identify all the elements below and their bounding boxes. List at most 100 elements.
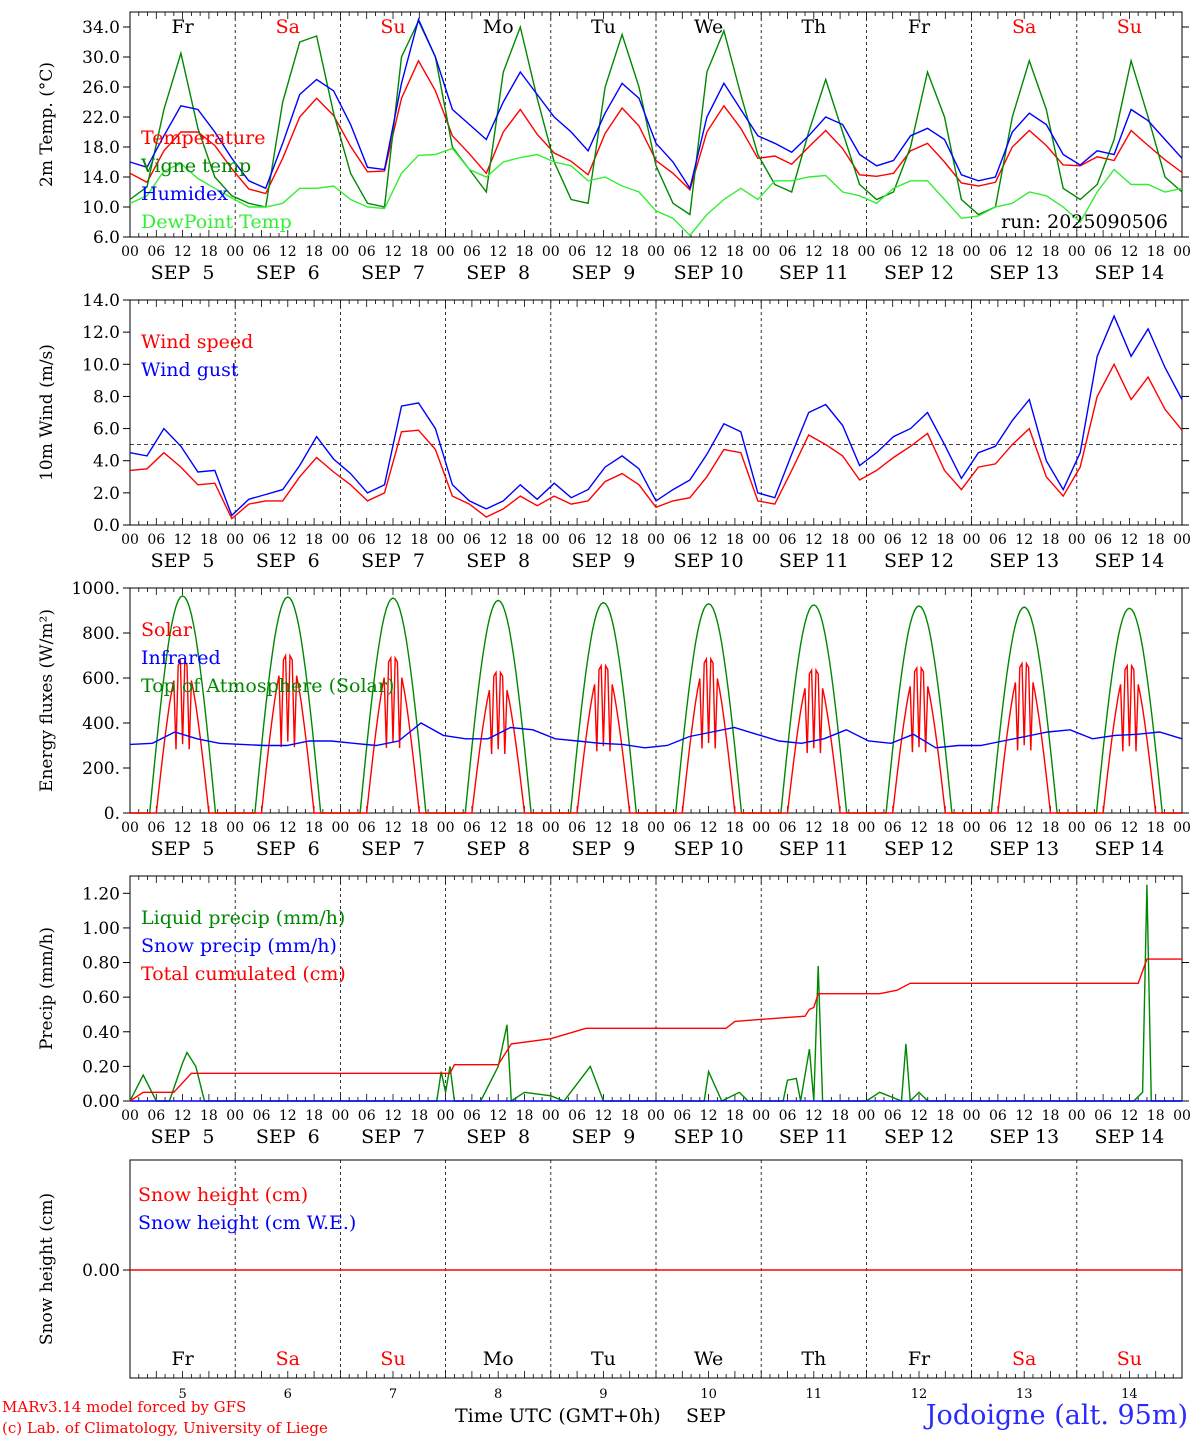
legend-entry: Total cumulated (cm) — [141, 963, 346, 985]
series-line — [129, 147, 1183, 237]
x-date-label: SEP 14 — [1094, 550, 1164, 572]
day-number-label: 8 — [494, 1387, 502, 1402]
x-hour-label: 06 — [358, 532, 376, 548]
x-hour-label: 00 — [857, 1108, 875, 1124]
x-date-label: SEP 14 — [1094, 262, 1164, 284]
x-hour-label: 18 — [200, 244, 218, 260]
y-tick-label: 14.0 — [82, 291, 120, 311]
x-hour-label: 12 — [384, 1108, 402, 1124]
x-hour-label: 00 — [1173, 244, 1191, 260]
x-hour-label: 12 — [489, 244, 507, 260]
x-date-label: SEP 8 — [466, 838, 530, 860]
y-tick-label: 800. — [82, 624, 120, 644]
x-hour-label: 12 — [594, 244, 612, 260]
x-hour-label: 12 — [1015, 244, 1033, 260]
legend-entry: Infrared — [141, 647, 221, 669]
x-hour-label: 00 — [752, 820, 770, 836]
y-tick-label: 0. — [104, 804, 120, 824]
x-hour-label: 00 — [1068, 244, 1086, 260]
y-tick-label: 0.40 — [82, 1023, 120, 1043]
x-hour-label: 12 — [910, 820, 928, 836]
x-hour-label: 18 — [1042, 820, 1060, 836]
x-date-label: SEP 8 — [466, 550, 530, 572]
x-hour-label: 00 — [437, 820, 455, 836]
x-hour-label: 12 — [489, 532, 507, 548]
x-date-label: SEP 7 — [361, 1126, 425, 1148]
x-hour-label: 06 — [884, 820, 902, 836]
x-hour-label: 18 — [410, 244, 428, 260]
x-hour-label: 18 — [726, 820, 744, 836]
x-hour-label: 00 — [963, 820, 981, 836]
x-date-label: SEP 10 — [674, 262, 744, 284]
x-hour-label: 06 — [989, 1108, 1007, 1124]
x-hour-label: 06 — [779, 244, 797, 260]
x-hour-label: 06 — [779, 1108, 797, 1124]
x-date-label: SEP 7 — [361, 262, 425, 284]
x-date-label: SEP 12 — [884, 1126, 954, 1148]
x-hour-label: 00 — [1173, 532, 1191, 548]
x-hour-label: 12 — [279, 532, 297, 548]
legend-entry: Wind gust — [141, 359, 239, 381]
weekday-label: We — [694, 1348, 723, 1370]
x-hour-label: 12 — [384, 820, 402, 836]
x-hour-label: 06 — [147, 1108, 165, 1124]
x-hour-label: 12 — [279, 820, 297, 836]
x-hour-label: 00 — [647, 820, 665, 836]
x-hour-label: 18 — [305, 532, 323, 548]
weekday-label: Sa — [1012, 1348, 1036, 1370]
x-hour-label: 18 — [305, 820, 323, 836]
weekday-label: Sa — [1012, 16, 1036, 38]
x-hour-label: 06 — [673, 1108, 691, 1124]
series-line — [129, 59, 1183, 195]
x-hour-label: 06 — [779, 820, 797, 836]
legend-entry: Snow precip (mm/h) — [141, 935, 337, 957]
x-hour-label: 18 — [936, 1108, 954, 1124]
weekday-label: Th — [801, 1348, 826, 1370]
x-hour-label: 18 — [410, 532, 428, 548]
x-hour-label: 18 — [936, 532, 954, 548]
weekday-label: Th — [801, 16, 826, 38]
x-hour-label: 12 — [805, 820, 823, 836]
x-hour-label: 06 — [989, 532, 1007, 548]
x-hour-label: 12 — [384, 244, 402, 260]
x-hour-label: 06 — [253, 532, 271, 548]
y-tick-label: 18.0 — [82, 138, 120, 158]
x-hour-label: 12 — [805, 532, 823, 548]
y-tick-label: 1000. — [71, 579, 120, 599]
x-hour-label: 06 — [358, 820, 376, 836]
x-hour-label: 18 — [1147, 532, 1165, 548]
x-hour-label: 06 — [463, 820, 481, 836]
x-hour-label: 06 — [568, 532, 586, 548]
day-number-label: 12 — [911, 1387, 928, 1402]
x-date-label: SEP 9 — [571, 1126, 635, 1148]
x-hour-label: 00 — [121, 244, 139, 260]
x-hour-label: 12 — [489, 1108, 507, 1124]
x-hour-label: 12 — [174, 244, 192, 260]
weekday-label: Tu — [591, 16, 616, 38]
x-hour-label: 18 — [1042, 244, 1060, 260]
x-hour-label: 00 — [857, 820, 875, 836]
x-date-label: SEP 8 — [466, 262, 530, 284]
x-hour-label: 18 — [305, 244, 323, 260]
x-hour-label: 00 — [542, 532, 560, 548]
x-hour-label: 12 — [1120, 532, 1138, 548]
x-date-label: SEP 13 — [989, 262, 1059, 284]
y-tick-label: 0.0 — [93, 516, 120, 536]
x-hour-label: 00 — [963, 244, 981, 260]
weekday-label: Su — [1117, 16, 1142, 38]
x-hour-label: 12 — [805, 1108, 823, 1124]
x-hour-label: 12 — [910, 532, 928, 548]
x-hour-label: 00 — [1068, 820, 1086, 836]
x-date-label: SEP 5 — [151, 838, 215, 860]
legend-entry: Vigne temp — [140, 155, 251, 177]
x-hour-label: 06 — [1094, 532, 1112, 548]
x-hour-label: 12 — [279, 244, 297, 260]
x-hour-label: 00 — [226, 244, 244, 260]
day-number-label: 7 — [389, 1387, 397, 1402]
x-hour-label: 00 — [647, 1108, 665, 1124]
series-line — [129, 362, 1183, 520]
x-hour-label: 18 — [410, 820, 428, 836]
x-hour-label: 12 — [1015, 820, 1033, 836]
day-number-label: 11 — [806, 1387, 823, 1402]
x-date-label: SEP 13 — [989, 550, 1059, 572]
